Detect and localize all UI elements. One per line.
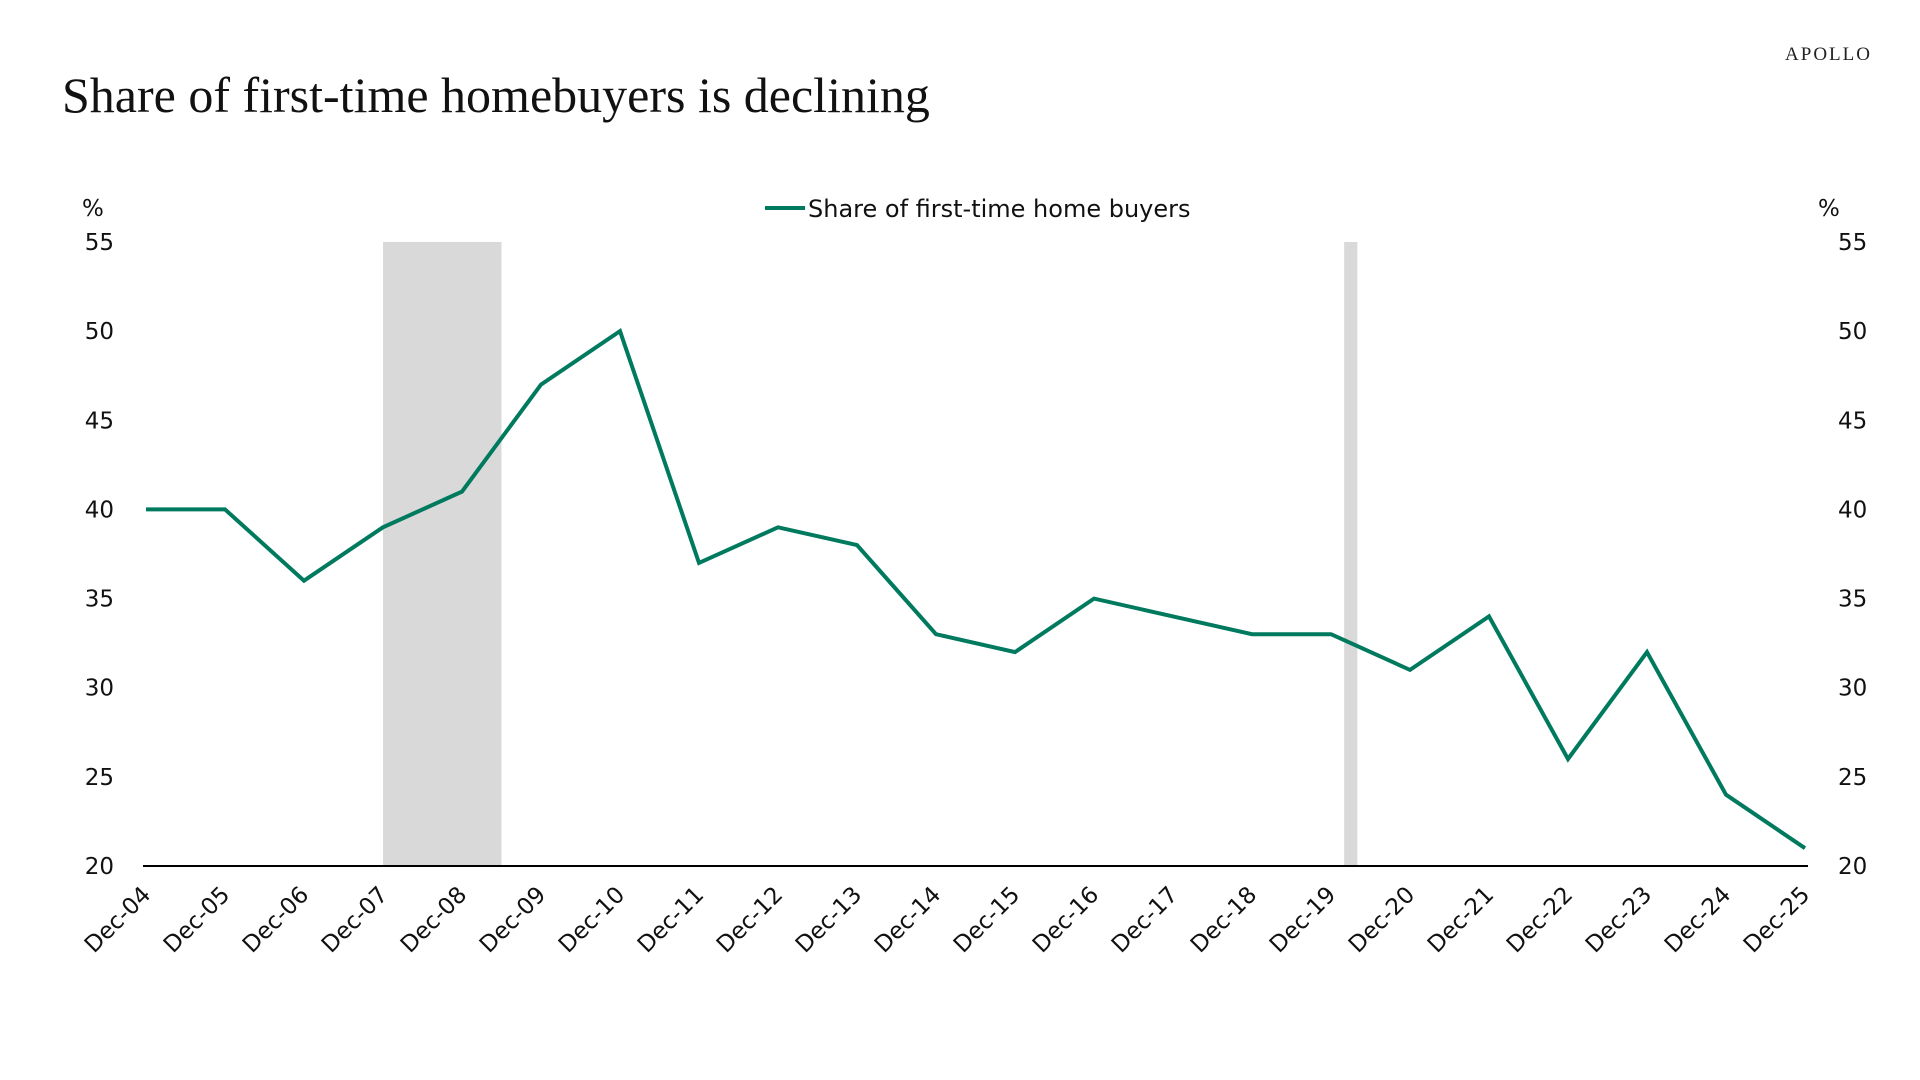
x-tick-dec-25: Dec-25 (1739, 882, 1815, 958)
x-tick-dec-09: Dec-09 (475, 882, 551, 958)
x-tick-dec-08: Dec-08 (396, 882, 472, 958)
recession-band-2 (1344, 242, 1358, 866)
x-axis-labels: Dec-04 Dec-05 Dec-06 Dec-07 Dec-08 Dec-09 Dec-… (80, 882, 1815, 958)
x-tick-dec-19: Dec-19 (1265, 882, 1341, 958)
recession-shading-group (383, 242, 1358, 866)
y-axis-right-unit: % (1818, 196, 1840, 222)
x-tick-dec-20: Dec-20 (1344, 882, 1420, 958)
y-tick-right-50: 50 (1838, 319, 1867, 345)
y-tick-left-40: 40 (85, 497, 114, 523)
y-tick-right-25: 25 (1838, 765, 1867, 791)
y-axis-left-unit: % (82, 196, 104, 222)
x-tick-dec-11: Dec-11 (633, 882, 709, 958)
y-tick-right-55: 55 (1838, 230, 1867, 256)
y-tick-left-20: 20 (85, 854, 114, 880)
y-tick-left-35: 35 (85, 587, 114, 613)
x-tick-dec-12: Dec-12 (712, 882, 788, 958)
y-tick-right-40: 40 (1838, 497, 1867, 523)
legend-label: Share of first-time home buyers (808, 195, 1191, 223)
x-tick-dec-14: Dec-14 (870, 882, 946, 958)
x-tick-dec-16: Dec-16 (1028, 882, 1104, 958)
chart-title: Share of first-time homebuyers is declin… (62, 67, 930, 123)
x-tick-dec-06: Dec-06 (238, 882, 314, 958)
x-tick-dec-24: Dec-24 (1660, 882, 1736, 958)
y-tick-left-25: 25 (85, 765, 114, 791)
legend: Share of first-time home buyers (765, 195, 1191, 223)
y-tick-left-50: 50 (85, 319, 114, 345)
x-tick-dec-05: Dec-05 (159, 882, 235, 958)
y-tick-left-45: 45 (85, 408, 114, 434)
y-tick-right-30: 30 (1838, 676, 1867, 702)
y-axis-left: 20 25 30 35 40 45 50 55 (85, 230, 114, 880)
y-tick-right-45: 45 (1838, 408, 1867, 434)
x-tick-dec-07: Dec-07 (317, 882, 393, 958)
y-axis-right: 20 25 30 35 40 45 50 55 (1838, 230, 1867, 880)
recession-band-1 (383, 242, 502, 866)
y-tick-right-20: 20 (1838, 854, 1867, 880)
x-tick-dec-18: Dec-18 (1186, 882, 1262, 958)
x-tick-dec-13: Dec-13 (791, 882, 867, 958)
y-tick-left-30: 30 (85, 676, 114, 702)
x-tick-dec-21: Dec-21 (1423, 882, 1499, 958)
x-tick-dec-15: Dec-15 (949, 882, 1025, 958)
x-tick-dec-23: Dec-23 (1581, 882, 1657, 958)
x-tick-dec-10: Dec-10 (554, 882, 630, 958)
x-tick-dec-22: Dec-22 (1502, 882, 1578, 958)
x-tick-dec-17: Dec-17 (1107, 882, 1183, 958)
y-tick-left-55: 55 (85, 230, 114, 256)
brand-logo: APOLLO (1785, 44, 1872, 65)
x-tick-dec-04: Dec-04 (80, 882, 156, 958)
y-tick-right-35: 35 (1838, 587, 1867, 613)
series-line-first-time-buyers (146, 327, 1807, 850)
